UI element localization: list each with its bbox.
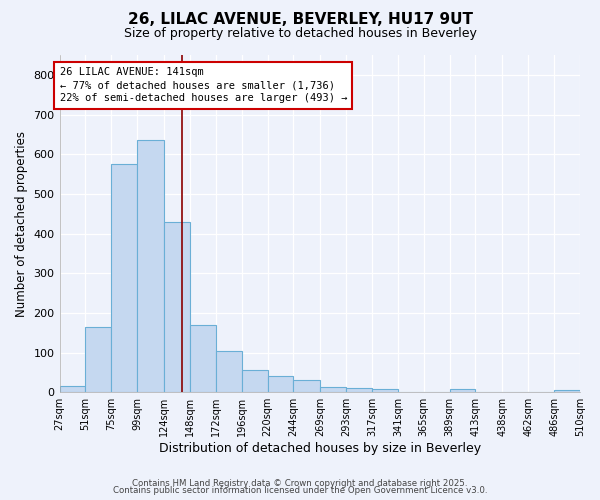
Bar <box>242 370 268 392</box>
Bar <box>85 327 111 392</box>
X-axis label: Distribution of detached houses by size in Beverley: Distribution of detached houses by size … <box>159 442 481 455</box>
Text: Size of property relative to detached houses in Beverley: Size of property relative to detached ho… <box>124 28 476 40</box>
Bar <box>293 380 320 392</box>
Y-axis label: Number of detached properties: Number of detached properties <box>15 130 28 316</box>
Bar <box>320 388 346 392</box>
Text: 26, LILAC AVENUE, BEVERLEY, HU17 9UT: 26, LILAC AVENUE, BEVERLEY, HU17 9UT <box>128 12 473 28</box>
Bar <box>137 140 164 392</box>
Text: Contains public sector information licensed under the Open Government Licence v3: Contains public sector information licen… <box>113 486 487 495</box>
Bar <box>190 325 216 392</box>
Bar <box>216 350 242 392</box>
Bar <box>449 390 475 392</box>
Bar <box>111 164 137 392</box>
Bar <box>268 376 293 392</box>
Bar <box>554 390 580 392</box>
Bar <box>59 386 85 392</box>
Bar <box>346 388 372 392</box>
Bar <box>372 390 398 392</box>
Text: Contains HM Land Registry data © Crown copyright and database right 2025.: Contains HM Land Registry data © Crown c… <box>132 478 468 488</box>
Bar <box>164 222 190 392</box>
Text: 26 LILAC AVENUE: 141sqm
← 77% of detached houses are smaller (1,736)
22% of semi: 26 LILAC AVENUE: 141sqm ← 77% of detache… <box>59 67 347 104</box>
